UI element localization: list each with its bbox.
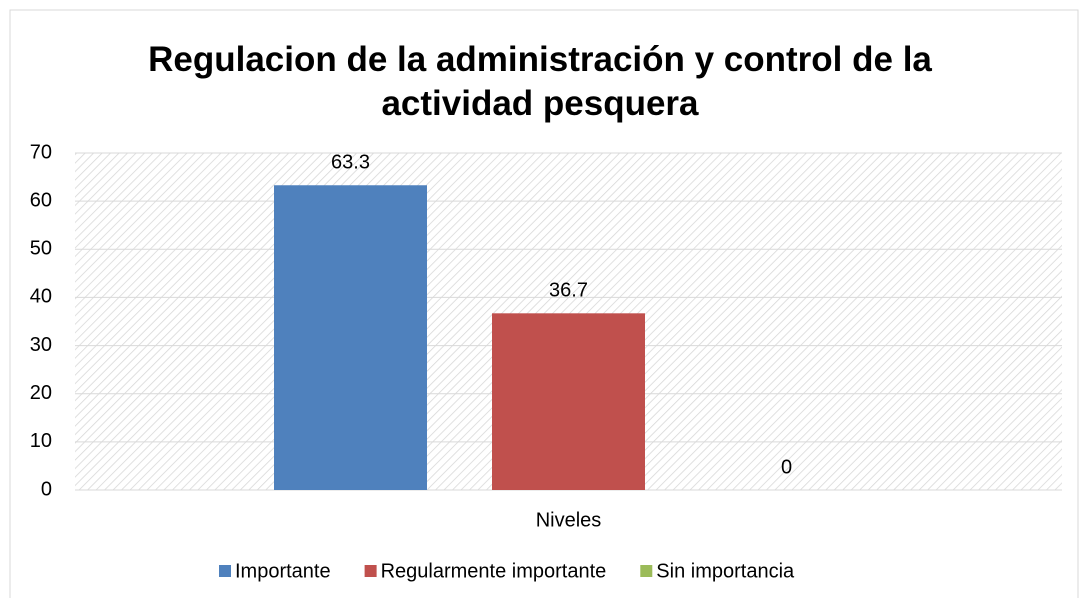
y-tick-label: 50 (30, 238, 52, 260)
legend-swatch (640, 565, 653, 577)
y-tick-label: 60 (30, 189, 52, 211)
y-tick-label: 0 (41, 478, 52, 500)
x-tick-label: Niveles (536, 509, 602, 531)
data-label: 63.3 (331, 152, 370, 174)
y-tick-label: 70 (30, 141, 52, 163)
chart-title: Regulacion de la administración y contro… (148, 40, 932, 123)
y-tick-label: 10 (30, 430, 52, 452)
legend-label: Importante (235, 560, 331, 582)
legend-label: Sin importancia (656, 560, 795, 582)
legend-swatch (219, 565, 231, 577)
legend-label: Regularmente importante (381, 560, 607, 582)
y-tick-label: 40 (30, 286, 52, 308)
bar (492, 313, 645, 490)
data-label: 0 (781, 456, 792, 478)
y-tick-label: 30 (30, 334, 52, 356)
data-label: 36.7 (549, 280, 588, 302)
y-tick-label: 20 (30, 382, 52, 404)
bar (274, 185, 427, 490)
legend-swatch (364, 565, 377, 577)
